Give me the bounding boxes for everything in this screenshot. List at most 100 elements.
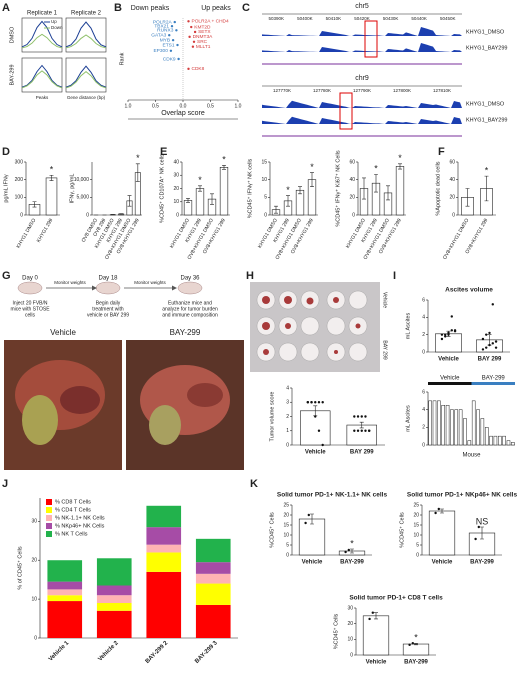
axis-title: %CD45⁺ IFNγ⁺ NK cells: [246, 158, 253, 218]
legend-label: % NK T Cells: [55, 531, 88, 537]
y-tick-label: 10,000: [74, 177, 90, 183]
note: treatment with: [92, 306, 124, 312]
coord-label: 127810K: [433, 88, 451, 93]
data-point: [494, 340, 498, 343]
axis-title: pg/mL IFNγ: [3, 174, 9, 202]
y-tick-label: 40: [349, 177, 355, 183]
point: [170, 25, 174, 28]
axis-title: Rank: [119, 52, 125, 65]
axis-title: %CD45⁺ IFNγ⁺ Ki67⁺ NK Cells: [334, 150, 341, 227]
point: [192, 40, 196, 43]
timeline-text: Day 0 Day 18 Day 36 Monitor weights Moni…: [10, 276, 387, 360]
bar-segment: [195, 538, 231, 563]
y-tick-label: 20: [449, 195, 455, 201]
panel-label: F: [438, 146, 445, 158]
bar: [458, 409, 463, 446]
bar: [219, 167, 229, 216]
data-point: [347, 548, 350, 552]
coord-label: 127790K: [353, 88, 371, 93]
axis-title: %CD45⁺ Cells: [398, 512, 405, 548]
data-point: [488, 343, 491, 347]
signal-track: [262, 27, 462, 36]
data-point: [344, 550, 347, 554]
legend-swatch: [46, 515, 52, 521]
chart-title: Replicate 1: [27, 11, 58, 17]
error-bar: [298, 186, 302, 195]
bar: [467, 440, 472, 446]
y-tick-label: 20: [413, 512, 419, 518]
significance: *: [286, 185, 290, 195]
data-point: [356, 415, 360, 418]
plate-label: BAY 299: [382, 340, 388, 359]
point-label: SETX: [198, 29, 211, 35]
point: [175, 29, 178, 32]
point: [191, 45, 195, 48]
error-bar: [350, 548, 354, 554]
axis-title: mL Ascites: [405, 313, 411, 340]
chart-title: Solid tumor PD-1+ NK-1.1+ NK cells: [277, 492, 388, 499]
bar: [298, 518, 326, 556]
x-tick-label: BAY-299: [404, 660, 428, 666]
panel-label: J: [2, 478, 8, 490]
y-tick-label: 0: [422, 349, 425, 355]
note: and immune composition: [162, 312, 218, 318]
data-point: [353, 429, 356, 432]
bar-segment: [195, 604, 231, 638]
y-tick-label: 3: [286, 400, 289, 406]
y-tick-label: 20: [173, 186, 179, 192]
data-point: [437, 507, 440, 511]
chart-title: Solid tumor PD-1+ CD8 T cells: [349, 595, 443, 602]
x-tick-label: 0.0: [180, 103, 187, 109]
x-tick-label: Vehicle: [432, 560, 453, 566]
mouse-photos: [4, 340, 244, 470]
chart-title: Replicate 2: [71, 11, 102, 17]
point: [171, 38, 175, 42]
coord-label: 127800K: [393, 88, 411, 93]
error-bar: [286, 195, 290, 207]
error-bar: [49, 174, 54, 181]
error-bar: [465, 188, 470, 207]
bar-segment: [47, 581, 83, 590]
axis-title: %CD45⁺ Cells: [332, 613, 339, 649]
y-tick-label: 20: [349, 195, 355, 201]
x-tick-label: Vehicle: [438, 357, 459, 363]
bar: [463, 418, 467, 446]
group-label: BAY-299: [482, 376, 506, 382]
x-tick-label: BAY 299: [350, 450, 374, 456]
data-point: [360, 415, 363, 418]
data-point: [444, 335, 447, 338]
day-label: Day 0: [22, 276, 38, 282]
data-point: [481, 337, 485, 341]
signal-track: [262, 116, 462, 124]
legend-swatch: [46, 507, 52, 513]
data-point: [364, 415, 367, 418]
step-label: Monitor weights: [54, 280, 86, 285]
plate-photo: [250, 282, 380, 372]
signal-track: [262, 43, 462, 52]
significance: NS: [476, 516, 489, 526]
data-point: [477, 525, 480, 529]
bar-segment: [146, 527, 182, 545]
y-tick-label: 20: [31, 558, 37, 564]
bar: [471, 400, 476, 446]
data-point: [485, 346, 488, 349]
y-tick-label: 100: [15, 195, 24, 201]
data-point: [364, 429, 367, 432]
profile-line: [21, 70, 63, 89]
chart-title: Solid tumor PD-1+ NKp46+ NK cells: [407, 492, 518, 499]
bar: [493, 435, 498, 446]
profile-line: [65, 21, 107, 48]
x-tick-label: BAY 299: [478, 357, 502, 363]
bar-segment: [47, 589, 83, 596]
y-tick-label: 0: [422, 442, 425, 448]
panel-label: C: [242, 2, 250, 14]
y-tick-label: 0: [286, 552, 289, 558]
panel-label: B: [114, 2, 122, 14]
significance: *: [414, 633, 418, 643]
error-bar: [359, 421, 364, 429]
bar: [362, 615, 390, 656]
highlight-box: [339, 92, 353, 130]
bar-segment: [195, 562, 231, 574]
data-point: [440, 337, 444, 341]
profile-line: [21, 20, 63, 48]
